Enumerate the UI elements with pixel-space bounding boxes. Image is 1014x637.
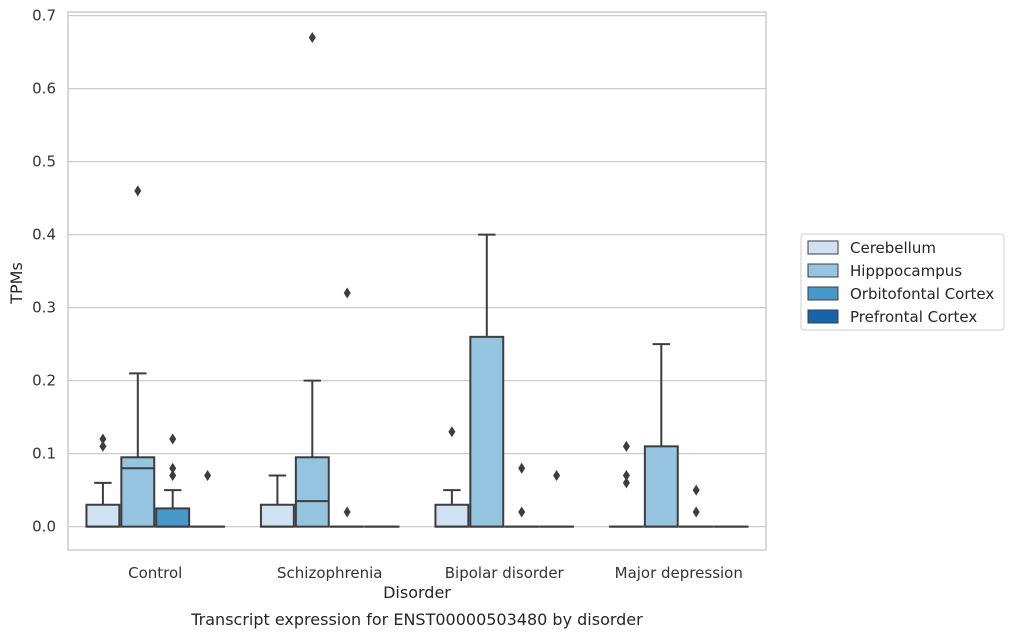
chart-title: Transcript expression for ENST0000050348…	[190, 610, 643, 629]
box-body	[85, 503, 121, 528]
x-tick-label: Bipolar disorder	[445, 564, 565, 582]
box-orbitofontal-cortex	[155, 433, 191, 528]
plot-area-frame	[67, 11, 767, 551]
box-hipppocampus	[294, 32, 330, 528]
box-body	[643, 445, 679, 528]
box-body	[294, 456, 330, 528]
legend-swatch	[807, 286, 839, 301]
y-axis-label: TPMs	[7, 262, 26, 305]
box-prefrontal-cortex	[190, 470, 226, 528]
x-tick-label: Control	[128, 564, 182, 582]
x-tick-labels: Control Schizophrenia Bipolar disorder Majo…	[128, 564, 743, 582]
outlier-point	[99, 433, 107, 445]
x-axis-label: Disorder	[383, 583, 451, 602]
y-tick-label: 0.6	[32, 80, 56, 98]
box-orbitofontal-cortex	[504, 462, 540, 528]
outlier-point	[553, 470, 561, 482]
outlier-point	[134, 185, 142, 197]
legend: Cerebellum Hipppocampus Orbitofontal Corte…	[800, 233, 1005, 331]
y-tick-labels: 0.0 0.1 0.2 0.3 0.4 0.5 0.6 0.7	[32, 7, 56, 536]
outlier-point	[204, 470, 212, 482]
y-tick-label: 0.2	[32, 372, 56, 390]
grid-lines	[68, 15, 766, 528]
outlier-point	[343, 506, 351, 518]
y-tick-label: 0.3	[32, 299, 56, 317]
y-tick-label: 0.7	[32, 7, 56, 25]
x-tick-label: Schizophrenia	[277, 564, 382, 582]
legend-swatch	[807, 263, 839, 278]
outlier-point	[308, 32, 316, 44]
outlier-point	[692, 506, 700, 518]
y-tick-label: 0.1	[32, 445, 56, 463]
outlier-point	[622, 440, 630, 452]
box-cerebellum	[608, 440, 644, 528]
y-tick-label: 0.0	[32, 518, 56, 536]
outlier-point	[518, 506, 526, 518]
legend-label: Cerebellum	[850, 239, 936, 257]
outlier-point	[169, 433, 177, 445]
box-body	[155, 507, 191, 528]
box-hipppocampus	[120, 185, 156, 528]
legend-label: Hipppocampus	[850, 262, 962, 280]
legend-swatch	[807, 240, 839, 255]
legend-frame	[800, 233, 1005, 331]
box-cerebellum	[434, 426, 470, 528]
legend-label: Orbitofontal Cortex	[850, 285, 994, 303]
box-cerebellum	[259, 474, 295, 528]
box-orbitofontal-cortex	[329, 287, 365, 528]
box-hipppocampus	[643, 343, 679, 528]
outlier-point	[622, 470, 630, 482]
box-prefrontal-cortex	[539, 470, 575, 528]
outlier-point	[99, 440, 107, 452]
legend-label: Prefrontal Cortex	[850, 308, 977, 326]
x-tick-label: Major depression	[615, 564, 743, 582]
y-tick-label: 0.5	[32, 153, 56, 171]
box-body	[469, 335, 505, 528]
outlier-point	[169, 470, 177, 482]
box-hipppocampus	[469, 233, 505, 528]
outlier-point	[448, 426, 456, 438]
box-cerebellum	[85, 433, 121, 528]
box-orbitofontal-cortex	[678, 484, 714, 528]
legend-swatch	[807, 309, 839, 324]
y-tick-label: 0.4	[32, 226, 56, 244]
outlier-point	[692, 484, 700, 496]
outlier-point	[622, 477, 630, 489]
box-body	[259, 503, 295, 528]
box-body	[434, 503, 470, 528]
outlier-point	[169, 462, 177, 474]
outlier-point	[518, 462, 526, 474]
outlier-point	[343, 287, 351, 299]
box-series	[85, 32, 749, 528]
